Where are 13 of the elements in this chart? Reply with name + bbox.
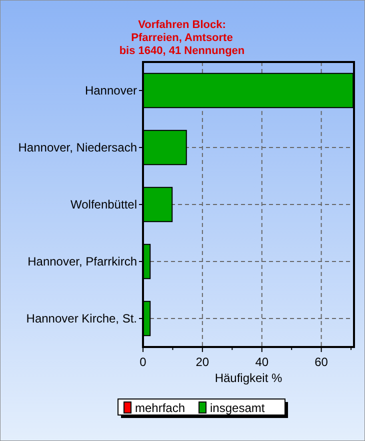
x-tick-label: 60: [314, 355, 328, 369]
y-tick-label: Wolfenbüttel: [70, 198, 137, 212]
chart-title: Vorfahren Block: Pfarreien, Amtsorte bis 1640, 41 Nennungen: [119, 19, 245, 57]
y-tick-label: Hannover, Pfarrkirch: [28, 254, 137, 268]
legend-label: mehrfach: [135, 401, 186, 415]
x-tick-label: 20: [196, 355, 210, 369]
x-tick-label: 0: [140, 355, 147, 369]
y-tick-label: Hannover Kirche, St.: [26, 312, 137, 326]
y-tick-label: Hannover: [84, 84, 138, 98]
y-tick-label: Hannover, Niedersach: [18, 140, 137, 154]
x-axis-title: Häufigkeit %: [214, 371, 283, 385]
legend-label: insgesamt: [210, 401, 266, 415]
x-tick-label: 40: [255, 355, 269, 369]
